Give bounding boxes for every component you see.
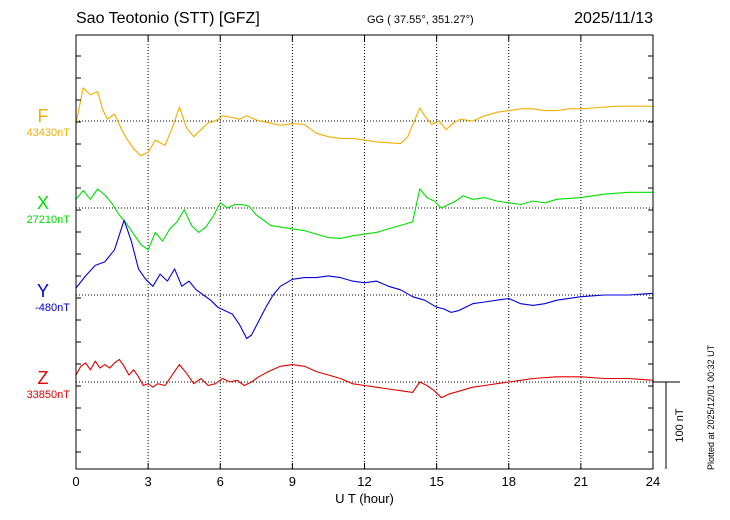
component-label-x: X 27210nT	[16, 193, 70, 226]
plotted-at-note: Plotted at 2025/12/01 00:32 UT	[706, 344, 716, 470]
scale-bar: 100 nT	[653, 381, 686, 469]
x-tick-label: 12	[357, 474, 371, 489]
series-lines	[75, 87, 654, 399]
chart-date: 2025/11/13	[574, 10, 653, 27]
x-tick-label: 6	[217, 474, 224, 489]
station-title: Sao Teotonio (STT) [GFZ]	[76, 10, 260, 27]
component-baseline: 27210nT	[26, 214, 70, 226]
series-line-x	[75, 188, 653, 251]
component-baseline: 43430nT	[26, 127, 70, 139]
station-coordinates: GG ( 37.55°, 351.27°)	[367, 14, 474, 26]
x-tick-label: 9	[289, 474, 296, 489]
component-label-f: F 43430nT	[16, 106, 70, 139]
x-tick-label: 21	[574, 474, 588, 489]
x-axis-label: U T (hour)	[335, 491, 394, 506]
scale-bar-label: 100 nT	[674, 408, 686, 443]
x-tick-label: 3	[145, 474, 152, 489]
baseline-lines	[76, 120, 653, 383]
component-symbol: Y	[36, 281, 49, 301]
series-line-z	[75, 358, 654, 399]
x-axis-ticks: 0 3 6 9 12 15 18 21 24	[72, 35, 660, 489]
component-baseline: 33850nT	[26, 389, 70, 401]
x-tick-label: 24	[646, 474, 660, 489]
component-symbol: F	[37, 106, 49, 126]
series-line-f	[75, 87, 653, 157]
component-symbol: X	[36, 193, 49, 213]
grid-lines	[147, 35, 582, 469]
series-line-y	[75, 219, 654, 340]
component-baseline: -480nT	[35, 302, 70, 314]
x-tick-label: 0	[72, 474, 79, 489]
x-tick-label: 15	[429, 474, 443, 489]
component-label-y: Y -480nT	[16, 281, 70, 314]
x-tick-label: 18	[502, 474, 516, 489]
component-label-z: Z 33850nT	[16, 368, 70, 401]
component-symbol: Z	[37, 368, 49, 388]
